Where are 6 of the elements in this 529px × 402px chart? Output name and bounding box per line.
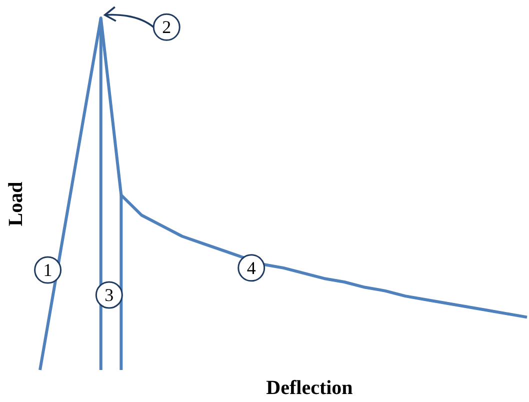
y-axis-title: Load xyxy=(5,182,27,226)
annotation: 3 xyxy=(104,285,114,306)
annotation: 2 xyxy=(162,17,172,38)
annotation: 1 xyxy=(43,260,52,280)
annotation: 4 xyxy=(246,258,256,278)
x-axis-title: Deflection xyxy=(266,377,353,399)
